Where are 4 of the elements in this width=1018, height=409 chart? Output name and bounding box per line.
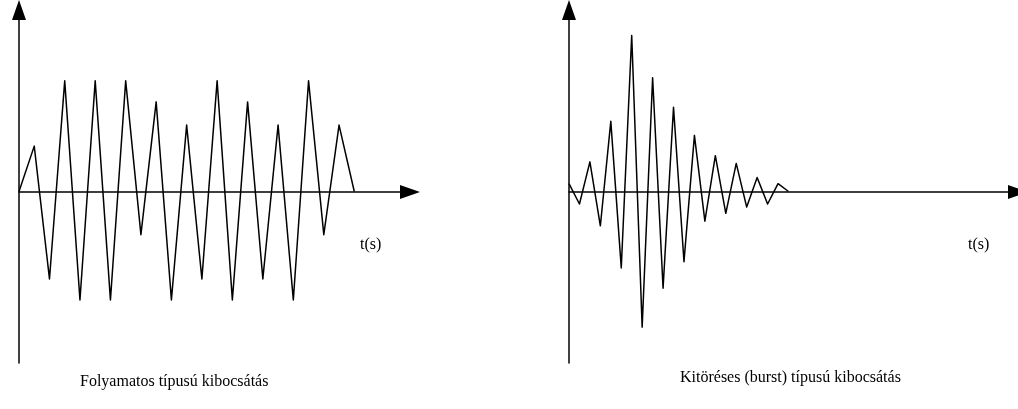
text: Kitöréses (burst) típusú kibocsátás	[680, 367, 901, 386]
text: Folyamatos típusú kibocsátás	[80, 371, 269, 390]
x-axis-title: t(s)	[968, 235, 990, 253]
x-axis-title: t(s)	[360, 235, 382, 253]
